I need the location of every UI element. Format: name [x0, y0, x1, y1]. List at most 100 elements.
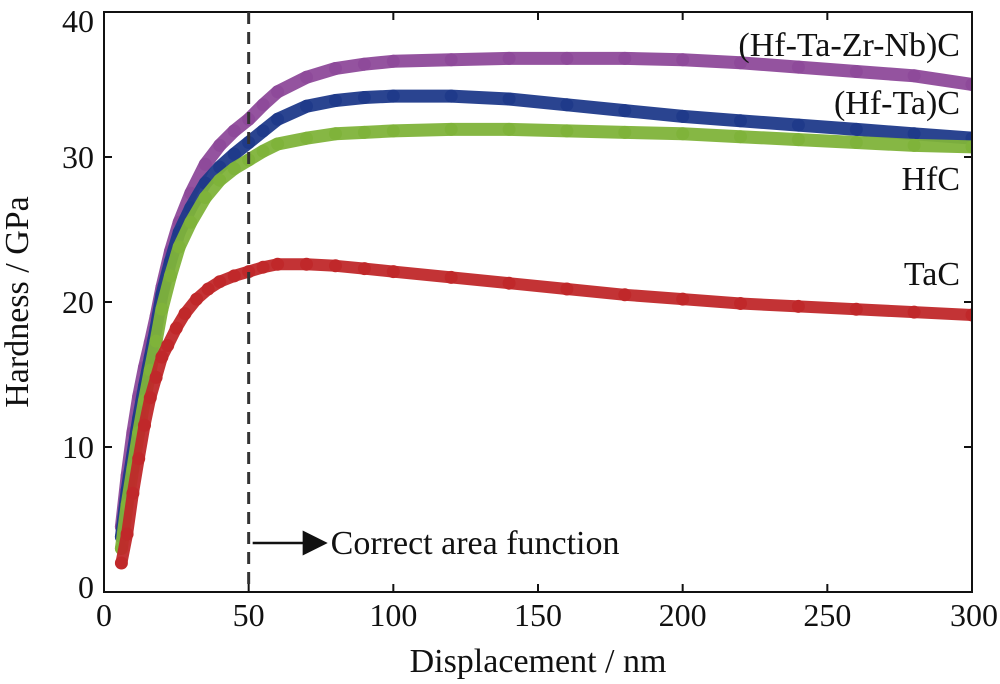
- data-point-tac: [169, 321, 183, 335]
- data-point-tac: [143, 391, 157, 405]
- series-labels: (Hf-Ta-Zr-Nb)C (Hf-Ta)C HfC TaC: [738, 27, 960, 293]
- data-point-hf-ta-zr-nb-c: [560, 51, 574, 65]
- data-point-tac: [132, 452, 146, 466]
- series-label-hf-ta-c: (Hf-Ta)C: [834, 85, 960, 122]
- data-point-hf-ta-zr-nb-c: [271, 85, 285, 99]
- x-axis-title: Displacement / nm: [410, 643, 667, 680]
- data-point-hf-ta-zr-nb-c: [227, 124, 241, 138]
- data-point-tac: [271, 257, 285, 271]
- data-point-hfc: [256, 144, 270, 158]
- data-point-hfc: [329, 127, 342, 141]
- data-point-tac: [329, 259, 342, 273]
- data-point-hf-ta-c: [791, 118, 805, 132]
- data-point-hfc: [357, 125, 371, 139]
- plot-area: [114, 51, 972, 570]
- data-point-hfc: [502, 122, 516, 136]
- data-point-tac: [242, 265, 256, 279]
- data-point-hf-ta-zr-nb-c: [502, 51, 516, 65]
- data-point-tac: [300, 257, 313, 271]
- x-tick-label: 250: [803, 597, 851, 633]
- data-point-hfc: [227, 162, 241, 176]
- data-point-hf-ta-zr-nb-c: [791, 60, 805, 74]
- data-point-tac: [201, 282, 215, 296]
- x-tick-label: 50: [233, 597, 265, 633]
- y-axis-title: Hardness / GPa: [0, 196, 36, 408]
- data-point-tac: [386, 265, 400, 279]
- data-point-hfc: [184, 215, 198, 229]
- data-point-hfc: [149, 334, 163, 348]
- data-point-hfc: [734, 130, 747, 144]
- data-point-tac: [357, 262, 371, 276]
- data-point-tac: [227, 269, 241, 283]
- data-point-hf-ta-c: [734, 114, 747, 128]
- data-point-hf-ta-zr-nb-c: [357, 57, 371, 71]
- data-point-tac: [560, 282, 574, 296]
- data-point-tac: [149, 370, 163, 384]
- data-point-hf-ta-c: [329, 94, 342, 107]
- data-point-hf-ta-c: [357, 91, 371, 104]
- data-point-tac: [907, 305, 921, 319]
- data-point-hfc: [213, 173, 227, 187]
- data-point-hfc: [907, 138, 921, 152]
- data-point-hf-ta-zr-nb-c: [618, 51, 632, 65]
- data-point-hfc: [444, 122, 458, 136]
- y-tick-label: 40: [62, 3, 94, 39]
- series-hfc: [114, 122, 972, 555]
- data-point-tac: [190, 292, 204, 306]
- data-point-hf-ta-zr-nb-c: [300, 70, 313, 84]
- data-point-tac: [178, 307, 192, 321]
- data-point-tac: [965, 308, 972, 322]
- data-point-tac: [155, 350, 169, 364]
- data-point-tac: [502, 276, 516, 290]
- data-point-hfc: [271, 137, 285, 151]
- data-point-hfc: [300, 131, 313, 145]
- data-point-hfc: [155, 302, 169, 316]
- data-point-hf-ta-zr-nb-c: [198, 157, 212, 171]
- data-point-hf-ta-c: [618, 104, 632, 118]
- data-point-tac: [618, 288, 632, 302]
- data-point-hf-ta-zr-nb-c: [213, 138, 227, 152]
- data-point-tac: [734, 297, 747, 310]
- data-point-hf-ta-c: [502, 92, 516, 106]
- data-point-hfc: [965, 140, 972, 154]
- data-point-tac: [161, 339, 175, 352]
- data-point-hf-ta-zr-nb-c: [676, 53, 690, 67]
- data-point-hf-ta-c: [560, 98, 574, 112]
- data-point-tac: [676, 292, 690, 306]
- series-label-hf-ta-zr-nb-c: (Hf-Ta-Zr-Nb)C: [738, 27, 960, 64]
- data-point-hf-ta-c: [907, 127, 921, 141]
- x-tick-label: 150: [514, 597, 562, 633]
- data-point-hfc: [164, 269, 177, 283]
- data-point-hf-ta-zr-nb-c: [256, 98, 270, 112]
- axis-ticks: 0 50 100 150 200 250 300 0 10 20 30 40: [62, 3, 998, 633]
- data-point-hf-ta-c: [227, 147, 241, 161]
- data-point-tac: [126, 486, 140, 500]
- data-point-hf-ta-zr-nb-c: [849, 65, 863, 78]
- y-tick-label: 10: [62, 429, 94, 465]
- data-point-tac: [256, 260, 270, 274]
- data-point-hf-ta-c: [300, 99, 313, 113]
- data-point-tac: [120, 527, 134, 541]
- data-point-hf-ta-c: [676, 109, 690, 123]
- data-point-tac: [213, 275, 227, 289]
- y-tick-label: 30: [62, 139, 94, 175]
- x-tick-label: 200: [659, 597, 707, 633]
- data-point-hf-ta-c: [256, 124, 270, 138]
- data-point-hfc: [618, 125, 632, 139]
- data-point-hfc: [386, 124, 400, 138]
- annotation-label: Correct area function: [331, 525, 620, 562]
- data-point-hf-ta-zr-nb-c: [965, 78, 972, 91]
- series-label-tac: TaC: [904, 256, 960, 293]
- data-point-hfc: [676, 127, 690, 141]
- data-point-hf-ta-c: [849, 122, 863, 136]
- data-point-hf-ta-c: [444, 89, 458, 103]
- y-tick-label: 20: [62, 284, 94, 320]
- y-tick-label: 0: [78, 569, 94, 605]
- data-point-hfc: [560, 124, 574, 138]
- x-tick-label: 100: [369, 597, 417, 633]
- data-point-hf-ta-c: [271, 112, 285, 126]
- data-point-hfc: [172, 240, 186, 254]
- data-point-tac: [791, 299, 805, 313]
- data-point-hfc: [849, 136, 863, 149]
